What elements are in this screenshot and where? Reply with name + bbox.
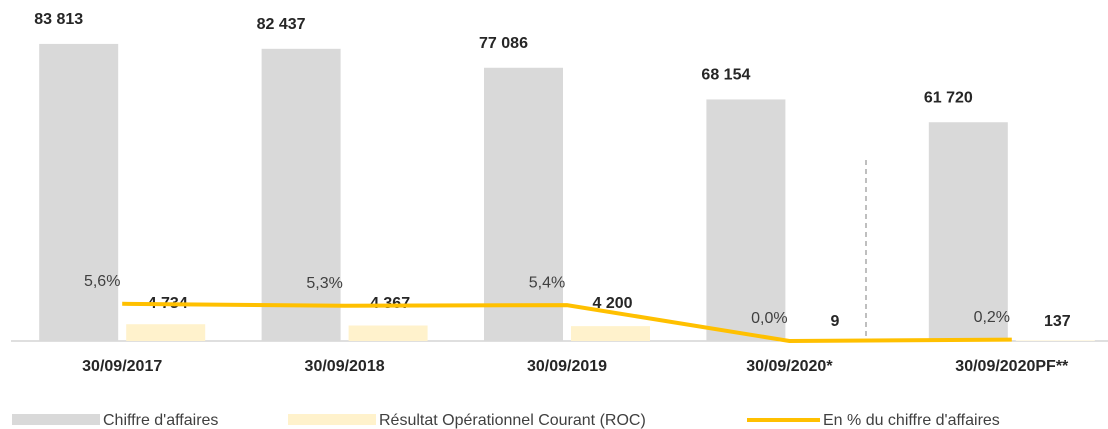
value-label: 137 — [1044, 313, 1071, 330]
bar — [39, 43, 119, 342]
value-label: 61 720 — [924, 89, 973, 106]
value-label: 4 200 — [592, 295, 632, 312]
legend-label: Chiffre d'affaires — [103, 412, 218, 429]
bar — [261, 48, 341, 341]
legend-swatch — [12, 414, 100, 425]
line-label: 5,4% — [529, 274, 565, 291]
line-label: 5,6% — [84, 273, 120, 290]
legend-swatch — [288, 414, 376, 425]
bar — [484, 67, 563, 342]
value-label: 68 154 — [701, 67, 750, 84]
value-label: 83 813 — [34, 11, 83, 28]
bar — [348, 325, 428, 341]
value-label: 82 437 — [257, 16, 306, 33]
bar — [706, 99, 786, 341]
value-label: 9 — [830, 313, 839, 330]
legend-label: En % du chiffre d'affaires — [823, 412, 1000, 429]
x-tick-label: 30/09/2020PF** — [955, 358, 1069, 375]
bar — [571, 326, 650, 341]
bar — [126, 324, 206, 341]
x-tick-label: 30/09/2018 — [305, 358, 385, 375]
x-tick-label: 30/09/2017 — [82, 358, 162, 375]
bar — [928, 122, 1008, 342]
x-tick-label: 30/09/2019 — [527, 358, 607, 375]
line-label: 5,3% — [306, 275, 342, 292]
line — [122, 301, 1012, 344]
legend-label: Résultat Opérationnel Courant (ROC) — [379, 412, 646, 429]
line-label: 0,0% — [751, 310, 787, 327]
x-tick-label: 30/09/2020* — [746, 358, 833, 375]
value-label: 77 086 — [479, 35, 528, 52]
line-label: 0,2% — [974, 309, 1010, 326]
